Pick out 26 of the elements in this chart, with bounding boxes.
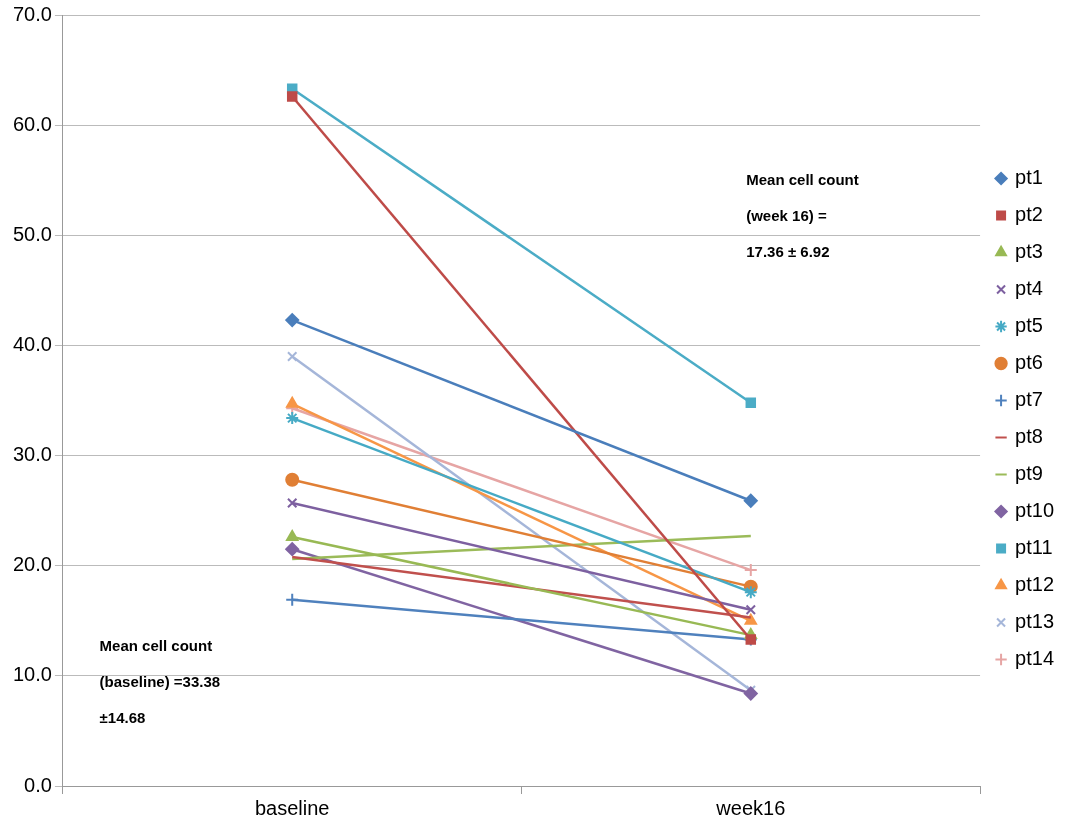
y-tick-label: 0.0 <box>24 773 52 796</box>
text: Mean cell count (baseline) =33.38 ±14.68 <box>99 637 221 727</box>
legend-label: pt14 <box>1015 647 1055 670</box>
y-tick-label: 20.0 <box>12 553 52 576</box>
legend-label: pt7 <box>1015 388 1043 411</box>
legend-label: pt5 <box>1015 314 1043 337</box>
y-tick-label: 30.0 <box>12 443 52 466</box>
y-tick-label: 40.0 <box>12 332 52 355</box>
y-tick-label: 10.0 <box>12 663 52 686</box>
legend-label: pt10 <box>1015 499 1055 522</box>
legend-label: pt3 <box>1015 240 1043 263</box>
legend-label: pt4 <box>1015 277 1043 300</box>
y-tick-label: 60.0 <box>12 112 52 135</box>
x-tick-label: baseline <box>254 796 330 819</box>
y-tick-label: 70.0 <box>12 2 52 25</box>
legend-label: pt13 <box>1015 610 1055 633</box>
legend-label: pt12 <box>1015 573 1055 596</box>
legend-label: pt6 <box>1015 351 1043 374</box>
x-tick-label: week16 <box>715 796 786 819</box>
legend-label: pt8 <box>1015 425 1043 448</box>
legend-label: pt2 <box>1015 203 1043 226</box>
legend-label: pt1 <box>1015 166 1043 189</box>
text: Mean cell count (week 16) = 17.36 ± 6.92 <box>746 170 859 260</box>
y-tick-label: 50.0 <box>12 222 52 245</box>
legend-label: pt11 <box>1015 536 1053 559</box>
legend-label: pt9 <box>1015 462 1043 485</box>
